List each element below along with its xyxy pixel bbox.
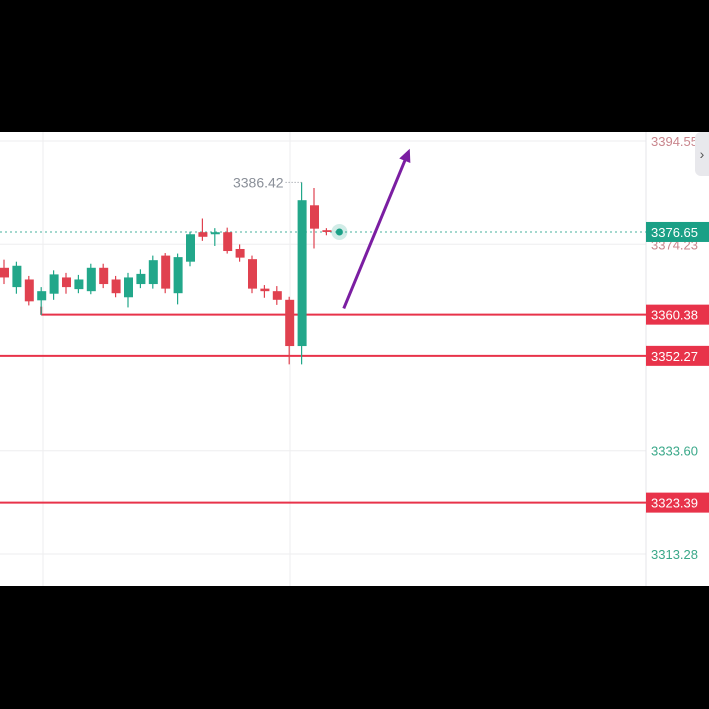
- current-price-label: 3376.65: [651, 225, 698, 240]
- candle-body: [111, 279, 121, 294]
- level-price-tag: [646, 304, 709, 325]
- candle-body: [285, 299, 295, 347]
- candle-body: [99, 267, 109, 285]
- candle-body: [297, 200, 307, 347]
- high-price-label: 3386.42: [233, 174, 284, 190]
- trend-arrow-head: [399, 148, 411, 164]
- candle-body: [161, 255, 171, 289]
- grid: [0, 132, 647, 586]
- price-axis: 3394.553374.233333.603313.283360.383352.…: [646, 132, 709, 586]
- y-tick-label: 3394.55: [651, 134, 698, 149]
- trend-arrow-shaft: [342, 151, 410, 310]
- candles: [0, 182, 332, 365]
- candle-body: [260, 288, 270, 292]
- candle-body: [198, 232, 208, 237]
- candle-body: [0, 267, 9, 278]
- candle-body: [124, 277, 133, 298]
- candle-body: [272, 291, 282, 300]
- y-tick-label: 3333.60: [651, 444, 698, 459]
- chevron-right-icon[interactable]: ›: [695, 132, 709, 176]
- level-price-tag: [646, 492, 709, 513]
- horizontal-levels: [0, 231, 646, 504]
- candle-body: [62, 277, 71, 288]
- candle-body: [173, 257, 183, 294]
- candle-body: [37, 291, 47, 301]
- candle-body: [235, 248, 245, 258]
- candle-body: [322, 230, 332, 232]
- candle-body: [310, 205, 319, 229]
- chart-panel[interactable]: 3386.42 3394.55 3374.23 3333.60 3313.28 3360…: [0, 132, 709, 586]
- candle-body: [24, 279, 34, 302]
- candle-body: [74, 279, 84, 290]
- y-tick-label: 3313.28: [651, 547, 698, 562]
- candle-body: [148, 260, 158, 285]
- annotations: 3386.42: [233, 148, 411, 310]
- candle-body: [210, 232, 220, 235]
- level-price-label: 3360.38: [651, 308, 698, 323]
- candle-body: [86, 267, 96, 292]
- candle-body: [186, 234, 195, 262]
- level-price-tag: [646, 345, 709, 366]
- live-price-dot: [335, 228, 343, 236]
- current-price-tag: [646, 221, 709, 242]
- candle-body: [12, 265, 22, 288]
- candle-body: [136, 273, 146, 285]
- candle-body: [223, 232, 233, 252]
- level-price-label: 3352.27: [651, 349, 698, 364]
- candle-body: [49, 274, 59, 294]
- price-chart[interactable]: 3386.42 3394.553374.233333.603313.283360…: [0, 132, 709, 586]
- level-price-label: 3323.39: [651, 496, 698, 511]
- candle-body: [248, 259, 257, 289]
